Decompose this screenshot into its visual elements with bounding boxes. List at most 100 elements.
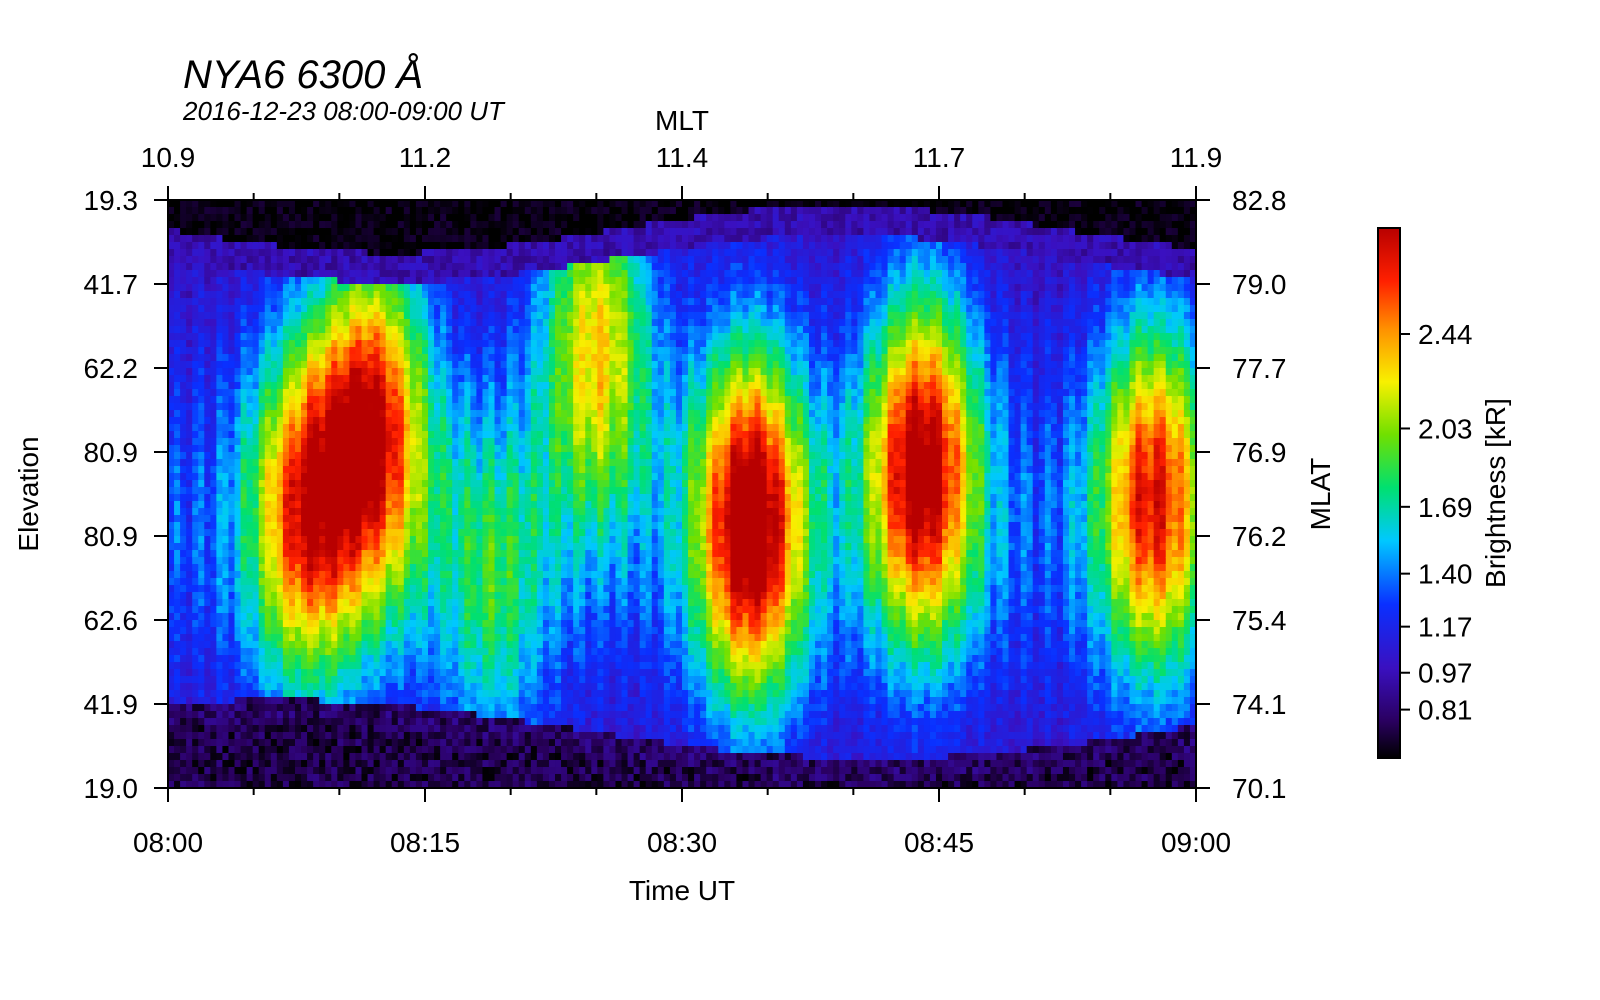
heat-cell [506, 235, 514, 243]
heat-cell [391, 655, 399, 663]
heat-cell [470, 417, 477, 425]
heat-cell [500, 592, 508, 600]
heat-cell [500, 697, 508, 705]
heat-cell [210, 284, 217, 292]
heat-cell [391, 270, 399, 278]
heat-cell [415, 270, 423, 278]
heat-cell [428, 389, 435, 397]
heat-cell [307, 319, 314, 327]
heat-cell [301, 522, 308, 530]
heat-cell [397, 494, 405, 502]
heat-cell [470, 221, 477, 229]
heat-cell [349, 522, 357, 530]
heat-cell [506, 221, 514, 229]
heat-cell [301, 648, 308, 656]
heat-cell [446, 641, 453, 649]
heat-cell [276, 487, 284, 495]
heat-cell [210, 319, 217, 327]
heat-cell [252, 312, 260, 320]
heat-cell [294, 620, 302, 628]
heat-cell [319, 494, 326, 502]
heat-cell [204, 522, 211, 530]
heat-cell [373, 263, 381, 271]
heat-cell [216, 480, 224, 488]
heat-cell [307, 746, 314, 754]
heat-cell [397, 592, 405, 600]
heat-cell [168, 221, 175, 229]
heat-cell [458, 543, 465, 551]
heat-cell [325, 543, 332, 551]
heat-cell [361, 298, 369, 306]
heat-cell [240, 774, 248, 782]
heat-cell [494, 452, 502, 460]
heat-cell [216, 543, 224, 551]
heat-cell [415, 375, 423, 383]
heat-cell [440, 781, 447, 789]
heat-cell [385, 368, 393, 376]
heat-cell [319, 606, 326, 614]
heat-cell [198, 536, 205, 544]
heat-cell [186, 655, 193, 663]
heat-cell [186, 403, 193, 411]
heat-cell [373, 438, 381, 446]
heat-cell [452, 375, 459, 383]
heat-cell [391, 697, 399, 705]
heat-cell [294, 221, 302, 229]
heat-cell [470, 767, 477, 775]
heat-cell [476, 753, 484, 761]
heat-cell [204, 683, 211, 691]
heat-cell [397, 599, 405, 607]
heat-cell [470, 753, 477, 761]
heat-cell [234, 263, 242, 271]
heat-cell [367, 438, 375, 446]
heat-cell [415, 431, 423, 439]
heat-cell [373, 613, 381, 621]
heat-cell [325, 207, 332, 215]
heat-cell [174, 592, 181, 600]
heat-cell [524, 291, 532, 299]
heat-cell [294, 347, 302, 355]
heat-cell [210, 515, 217, 523]
heat-cell [500, 557, 508, 565]
heat-cell [482, 501, 490, 509]
heat-cell [373, 669, 381, 677]
heat-cell [367, 340, 375, 348]
heat-cell [240, 704, 248, 712]
heat-cell [361, 361, 369, 369]
heat-cell [512, 634, 520, 642]
heat-cell [476, 494, 484, 502]
heat-cell [252, 249, 260, 257]
heat-cell [500, 319, 508, 327]
heat-cell [415, 697, 423, 705]
heat-cell [325, 270, 332, 278]
heat-cell [367, 760, 375, 768]
heat-cell [343, 410, 351, 418]
heat-cell [240, 655, 248, 663]
heat-cell [168, 431, 175, 439]
heat-cell [464, 235, 471, 243]
heat-cell [373, 319, 381, 327]
heat-cell [494, 767, 502, 775]
heat-cell [452, 298, 459, 306]
heat-cell [488, 704, 496, 712]
heat-cell [482, 466, 490, 474]
heat-cell [397, 704, 405, 712]
heat-cell [228, 389, 236, 397]
heat-cell [355, 424, 363, 432]
heat-cell [367, 536, 375, 544]
heat-cell [288, 732, 296, 740]
heat-cell [403, 431, 411, 439]
heat-cell [391, 760, 399, 768]
heat-cell [252, 480, 260, 488]
heat-cell [488, 249, 496, 257]
heat-cell [428, 452, 435, 460]
heat-cell [464, 641, 471, 649]
heat-cell [198, 725, 205, 733]
heat-cell [506, 319, 514, 327]
heat-cell [500, 389, 508, 397]
heat-cell [168, 718, 175, 726]
heat-cell [240, 718, 248, 726]
heat-cell [174, 725, 181, 733]
heat-cell [385, 613, 393, 621]
heat-cell [246, 557, 254, 565]
